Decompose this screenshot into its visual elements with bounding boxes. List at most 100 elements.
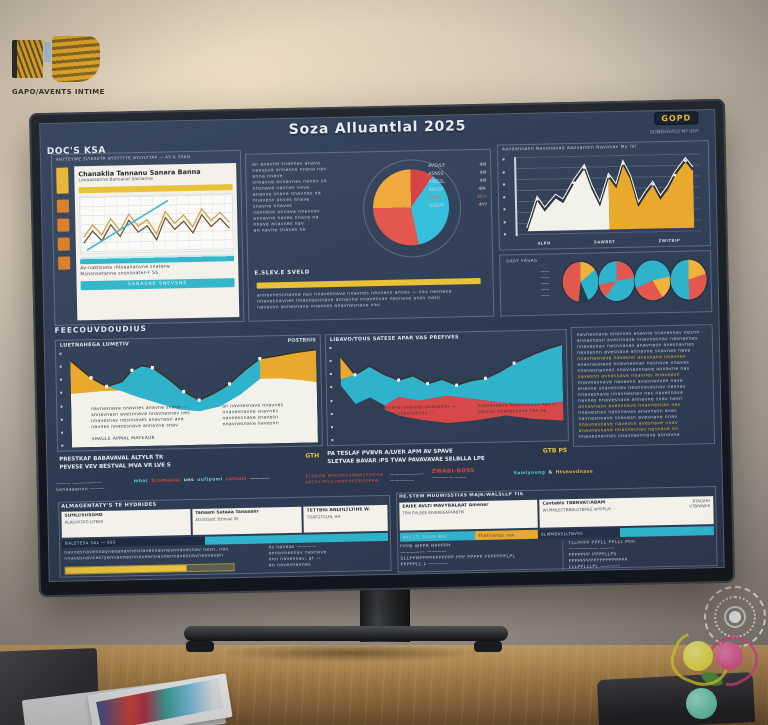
panel-report-card: ANYTEYWE SLYESUTR NYSYTYTE NYLYLYTAP ― A…	[50, 149, 245, 326]
table-right-body: FPPB WPPR RPPPPH ――――― ―――― SLLPPMPPPPPPPP…	[400, 538, 715, 575]
band-teal-segment[interactable]: AVL LTL SLLVA BLV	[399, 531, 476, 542]
list-item: ▪	[330, 411, 334, 416]
list-item: ▪	[503, 207, 507, 212]
teal-yellow-title: Samlyoung & Htsnovdnase	[514, 464, 714, 477]
band-orange-segment[interactable]: Thatlvamps nav	[475, 529, 539, 541]
panel-peaks-chart: Aavdannann Navonavad Aanvandin Navonav M…	[496, 140, 711, 251]
caption-value: GTH	[305, 452, 320, 460]
dashboard-screen: Soza Alluantlal 2025 DOC'S KSA GOPD SLIM…	[39, 108, 725, 583]
annotation-col-left: navnesnave nnavnes anavne snave ― annavne…	[91, 404, 212, 431]
list-item: ▪	[502, 169, 506, 174]
card-action-button[interactable]: SANASNE SNEVSNE	[80, 278, 235, 291]
yellow-highlight-bar	[78, 184, 233, 194]
stand-foot-left	[186, 641, 214, 652]
caption-value: GTB PS	[542, 447, 568, 455]
dashboard-title: Soza Alluantlal 2025	[288, 118, 467, 138]
panel-text-block: navnesnave nnavnes anavne snavesnav nesn…	[570, 324, 716, 448]
list-item: ―――――	[389, 478, 415, 484]
list-item: ▪	[328, 346, 333, 351]
sidebar-item[interactable]	[57, 218, 70, 232]
list-item: ▪	[329, 372, 333, 377]
band-text: Thatlvamps nav	[478, 532, 515, 539]
list-item: Sanaaaannn ―――	[55, 486, 105, 493]
card-line: WI MMLECTBBBLILTBMLE WYPPLM	[542, 506, 611, 513]
chart-annotations: navnesnave nnavnes anavne snave ― annavne…	[91, 402, 310, 431]
sidebar-item[interactable]	[57, 237, 70, 251]
sidebar-item[interactable]	[56, 167, 69, 194]
area-left-value: POSTBIUS	[287, 337, 316, 344]
mini-sidebar	[54, 167, 73, 320]
band-teal-segment-2[interactable]	[619, 526, 714, 538]
red-label-block: ZWABI-BOSS ―――― ― ―――	[432, 467, 508, 480]
band-text: BALETESA SAL ― SSS	[64, 539, 116, 546]
small-pie-chart-3	[634, 259, 672, 301]
table-card[interactable]: Tanaanl Sataaa Tanaaanr Atsilstaatt Sttm…	[192, 506, 303, 536]
mountain-area-chart	[514, 153, 702, 237]
logo-stripe-flag-icon	[12, 40, 43, 78]
body-col-right: TLLPPPP PPPLL PPLLL Ptm ―――――― ――― PPPPPPP…	[563, 538, 715, 571]
monitor-stand-base	[184, 626, 508, 641]
y-axis-ticks: ▪ ▪ ▪ ▪ ▪ ▪ ▪	[502, 157, 507, 236]
band-text: AVL LTL SLLVA BLV	[402, 533, 447, 540]
list-item: Scamaaiai	[151, 478, 181, 484]
list-item: 4LPH	[537, 240, 551, 246]
small-pie-chart-4	[670, 259, 708, 300]
bottom-table-left: ALMAGENTATY'S TE HYDRIDES SUHLI/SUSGHD A…	[58, 494, 392, 578]
list-item: ▪	[502, 194, 507, 199]
list-item: uns	[183, 477, 195, 484]
list-item: nnavesnavnes nnavnesnnave annavne	[578, 432, 680, 440]
stat-rows: AVSVLF 4M ASNSS 4M A/NSSL 4M ANSSF 4M- BSNB 4V= AS…	[428, 162, 487, 211]
stacked-area-chart-center: ―― navnesnave nnavnes anavnesn ― annavnes…	[340, 341, 564, 442]
list-item: &	[548, 470, 553, 476]
table-card[interactable]: TETTBIG ANLTILTLTIHE W. TOATGTGLHL HH	[303, 504, 388, 533]
small-pie-chart-1	[562, 261, 600, 303]
table-card[interactable]: Cavtabls TBBRVAT/ABAM WI MMLECTBBBLILTBM…	[539, 496, 714, 528]
yellow-progress-bar	[64, 563, 235, 575]
list-item: ▪	[330, 398, 334, 403]
pie-section-subheader: E.SLEV.E SVELD	[254, 269, 310, 277]
band-tab-segment[interactable]: SLMMBASLLTBVSS	[537, 528, 620, 539]
status-badge[interactable]: GOPD	[654, 111, 699, 126]
list-item: ▪	[330, 438, 335, 443]
sidebar-item[interactable]	[58, 256, 71, 270]
card-notes: Av-nattsnate ihtsaahanvne snatene Msnsnse…	[80, 263, 234, 278]
summary-text-lines: an anavne snannes anave nanesva annesne n…	[252, 160, 359, 234]
red-label-sub: ―――― ― ―――	[431, 474, 467, 480]
list-item: VTBIWWHI	[689, 503, 711, 509]
red-text-block: ETPAIPW MPSTPPESMBWSPSPPSB APSPV PPLS PPM…	[306, 472, 386, 486]
sidebar-item[interactable]	[56, 199, 70, 213]
list-item: Samlyoung	[513, 470, 546, 477]
list-item: ――――	[249, 476, 270, 482]
section-label: FEECOUVDOUDIUS	[54, 323, 147, 335]
list-item: an navne snaves ne	[253, 227, 306, 234]
mid-dash-block: ――――――― ―――――	[390, 472, 424, 485]
list-item: ▪	[59, 364, 63, 369]
yellow-divider-bar[interactable]	[256, 277, 481, 289]
logo-blue-tab-icon	[44, 42, 51, 62]
table-card[interactable]: SUHLI/SUSGHD ALAJUVITATI LITEES	[61, 509, 191, 538]
panel-small-pies: SASY FASAS ―― ―― ―― ―― ――	[499, 250, 713, 317]
list-item: an navesnavnes	[268, 562, 312, 569]
panel-toolbar-text: ANYTEYWE SLYESUTR NYSYTYTE NYLYLYTAP ― A…	[55, 153, 191, 162]
list-item: ▪	[503, 219, 507, 224]
table-card[interactable]: EAIEE AVLTI MAVYBALAAT Amener TPM PVLEEE…	[399, 499, 538, 531]
peaks-chart-title: Aavdannann Navonavad Aanvandin Navonav M…	[501, 144, 637, 153]
table-left-cards: SUHLI/SUSGHD ALAJUVITATI LITEES Tanaanl …	[61, 504, 388, 538]
table-right-cards: EAIEE AVLTI MAVYBALAAT Amener TPM PVLEEE…	[399, 496, 714, 531]
logo-wave-shield-icon	[52, 36, 100, 82]
yellow-dot-icon	[683, 641, 713, 671]
band-dark-segment: BALETESA SAL ― SSS	[61, 536, 206, 548]
annotation-col-left: ―― navnesnave nnavnes anavnesn ― annavnes…	[359, 405, 468, 419]
band-text: SLMMBASLLTBVSS	[541, 530, 584, 537]
area-center-title: LIBAVO/TOUS SATESE APAR VAS PREFIVES	[329, 334, 460, 344]
pies-row-label: SASY FASAS	[506, 258, 538, 265]
card-text: Cavtabls TBBRVAT/ABAM WI MMLECTBBBLILTBM…	[542, 500, 611, 525]
list-item: ――	[540, 292, 550, 298]
list-item: ▪	[503, 232, 507, 237]
list-item: Htsnovdnase	[555, 469, 594, 476]
list-item: mha(	[133, 478, 149, 485]
annotation-col-right: an navnesnave nnavnes nnavesnavne snavnes…	[222, 402, 310, 428]
x-axis-labels: 4LPH SAWBRT ZWITBIP	[516, 237, 702, 247]
panel-area-chart-left: LUETNAHEGA LUMETIV POSTBIUS ▪ ▪ ▪ ▪ ▪ ▪ ▪ ▪ nav…	[54, 334, 324, 452]
